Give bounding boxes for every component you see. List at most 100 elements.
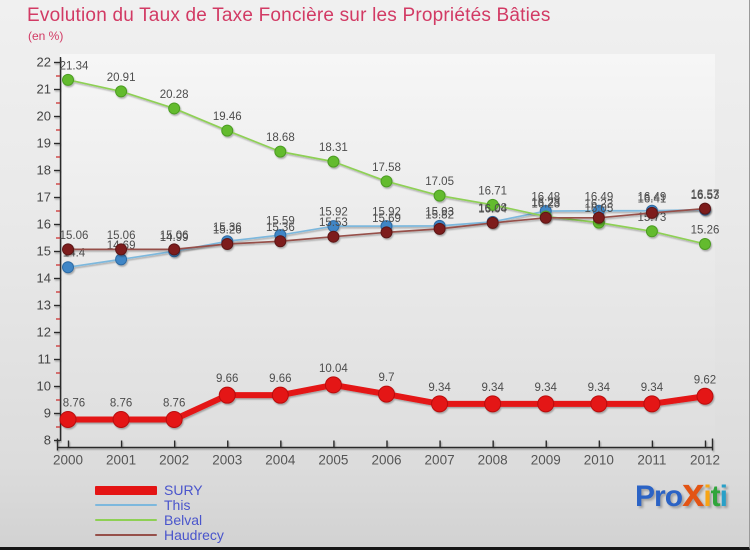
- data-point-haudrecy-2004: [274, 235, 287, 248]
- svg-text:2005: 2005: [318, 453, 348, 468]
- data-point-sury-2005: [324, 376, 342, 394]
- svg-text:21.34: 21.34: [60, 60, 89, 72]
- svg-text:13: 13: [37, 298, 51, 313]
- proxiti-logo[interactable]: Proxiti: [635, 473, 728, 514]
- legend-label-sury: SURY: [164, 482, 203, 498]
- svg-text:9.66: 9.66: [216, 373, 238, 385]
- svg-text:2006: 2006: [371, 453, 401, 468]
- y-axis-minor-ticks: [56, 75, 60, 428]
- data-point-sury-2003: [218, 386, 236, 404]
- svg-text:17.58: 17.58: [372, 162, 401, 174]
- legend-item-haudrecy: Haudrecy: [95, 528, 224, 542]
- svg-text:17.05: 17.05: [425, 176, 454, 188]
- logo-letter: r: [654, 480, 666, 513]
- data-point-sury-2002: [165, 410, 183, 428]
- svg-text:15.26: 15.26: [213, 224, 242, 236]
- svg-text:9.34: 9.34: [428, 382, 451, 394]
- data-point-haudrecy-2005: [327, 230, 340, 243]
- x-axis-labels: 2000 2001 2002 2003 2004 2005 2006 2007 2008 2009…: [53, 453, 720, 468]
- svg-text:12: 12: [37, 325, 51, 340]
- svg-text:2012: 2012: [690, 453, 720, 468]
- svg-text:16: 16: [37, 217, 51, 232]
- chart-svg: 8 9 10 11 12 13 14 15 16 17 18 19 20 21 22 2000 2001 2002…: [37, 54, 720, 468]
- page-title: Evolution du Taux de Taxe Foncière sur l…: [27, 5, 551, 26]
- svg-text:15.06: 15.06: [107, 230, 136, 242]
- svg-text:15.36: 15.36: [213, 222, 242, 234]
- data-point-sury-2000: [59, 410, 77, 428]
- data-point-belval-2006: [380, 175, 393, 188]
- svg-text:16.28: 16.28: [531, 197, 560, 209]
- svg-text:8: 8: [44, 433, 51, 448]
- data-point-belval-2005: [327, 155, 340, 168]
- data-point-haudrecy-2001: [115, 243, 128, 256]
- svg-text:14: 14: [37, 271, 51, 286]
- logo-letter: o: [664, 480, 683, 513]
- series-haudrecy: [62, 202, 711, 256]
- legend-label-belval: Belval: [164, 512, 203, 528]
- data-point-haudrecy-2003: [221, 237, 234, 250]
- data-point-belval-2003: [221, 124, 234, 137]
- legend-swatch-haudrecy: [95, 533, 157, 537]
- legend-item-sury: SURY: [95, 483, 224, 497]
- svg-text:2003: 2003: [212, 453, 242, 468]
- svg-text:16.05: 16.05: [584, 203, 613, 215]
- svg-text:18: 18: [37, 163, 51, 178]
- y-axis-labels: 8 9 10 11 12 13 14 15 16 17 18 19 20 21 22: [37, 55, 51, 448]
- svg-text:11: 11: [38, 352, 52, 367]
- data-point-belval-2008: [486, 198, 499, 211]
- legend-swatch-sury: [95, 485, 157, 495]
- legend-item-belval: Belval: [95, 513, 224, 527]
- svg-text:15.36: 15.36: [266, 222, 295, 234]
- value-labels-sury: 8.76 8.76 8.76 9.66 9.66 10.04 9.7 9.34 9.34 9.34…: [63, 363, 716, 410]
- data-point-sury-2008: [484, 395, 502, 413]
- svg-text:9: 9: [44, 406, 51, 421]
- data-point-sury-2012: [696, 387, 714, 405]
- svg-text:15.93: 15.93: [425, 206, 454, 218]
- svg-text:2001: 2001: [106, 453, 136, 468]
- svg-text:16.04: 16.04: [478, 203, 507, 215]
- svg-text:9.34: 9.34: [535, 382, 558, 394]
- data-point-belval-2001: [115, 85, 128, 98]
- svg-text:19: 19: [37, 136, 51, 151]
- svg-text:16.49: 16.49: [638, 191, 667, 203]
- svg-text:2004: 2004: [265, 453, 296, 468]
- svg-text:2009: 2009: [531, 453, 561, 468]
- legend-item-this: This: [95, 498, 224, 512]
- data-point-belval-2002: [168, 102, 181, 115]
- svg-text:18.68: 18.68: [266, 132, 295, 144]
- svg-text:9.66: 9.66: [269, 373, 291, 385]
- svg-text:9.62: 9.62: [694, 374, 716, 386]
- data-point-sury-2009: [537, 395, 555, 413]
- data-point-sury-2010: [590, 395, 608, 413]
- logo-letter: i: [719, 480, 728, 513]
- data-point-haudrecy-2009: [539, 211, 552, 224]
- svg-text:15.92: 15.92: [319, 207, 348, 219]
- data-point-this-2000: [62, 261, 74, 274]
- logo-letter: t: [710, 480, 721, 513]
- data-point-belval-2012: [698, 237, 711, 250]
- svg-text:15.26: 15.26: [691, 224, 720, 236]
- data-point-haudrecy-2006: [380, 226, 393, 239]
- svg-text:20: 20: [37, 109, 51, 124]
- svg-text:2011: 2011: [637, 453, 666, 468]
- legend-swatch-belval: [95, 518, 157, 522]
- svg-text:16.53: 16.53: [691, 190, 720, 202]
- series-sury: [59, 376, 714, 428]
- data-point-sury-2011: [643, 395, 661, 413]
- logo-letter: i: [703, 480, 711, 513]
- svg-text:15.69: 15.69: [372, 213, 401, 225]
- svg-text:18.31: 18.31: [319, 142, 348, 154]
- svg-text:9.7: 9.7: [378, 372, 394, 384]
- data-point-belval-2004: [274, 145, 287, 158]
- data-point-haudrecy-2011: [645, 206, 658, 219]
- svg-text:2000: 2000: [53, 453, 83, 468]
- data-point-belval-2007: [433, 189, 446, 202]
- data-point-haudrecy-2010: [592, 211, 605, 224]
- svg-text:19.46: 19.46: [213, 111, 242, 123]
- logo-letter: P: [635, 480, 655, 513]
- data-point-this-2001: [115, 253, 128, 266]
- svg-text:15.92: 15.92: [372, 207, 401, 219]
- svg-text:15.59: 15.59: [266, 216, 295, 228]
- svg-text:2007: 2007: [425, 453, 455, 468]
